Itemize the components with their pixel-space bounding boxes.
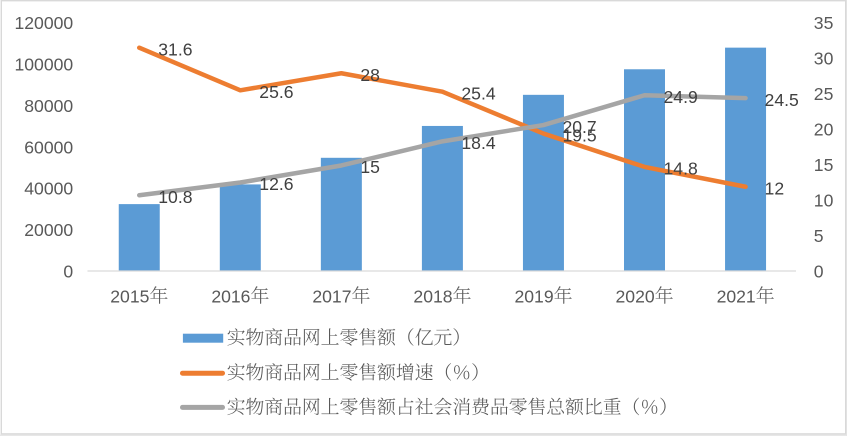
svg-text:15: 15 xyxy=(814,155,834,175)
svg-text:2016: 2016 xyxy=(211,286,250,306)
svg-text:12: 12 xyxy=(765,178,785,198)
svg-text:0: 0 xyxy=(63,261,73,281)
svg-text:2020: 2020 xyxy=(616,286,655,306)
svg-text:2018: 2018 xyxy=(413,286,452,306)
svg-text:18.4: 18.4 xyxy=(461,133,495,153)
svg-text:28: 28 xyxy=(360,65,380,85)
svg-text:80000: 80000 xyxy=(24,96,73,116)
svg-text:10: 10 xyxy=(814,190,834,210)
svg-text:2017: 2017 xyxy=(312,286,351,306)
svg-text:120000: 120000 xyxy=(14,13,73,33)
svg-text:10.8: 10.8 xyxy=(158,187,192,207)
svg-text:0: 0 xyxy=(814,261,824,281)
svg-text:40000: 40000 xyxy=(24,179,73,199)
svg-text:15: 15 xyxy=(360,157,380,177)
svg-text:14.8: 14.8 xyxy=(664,159,698,179)
svg-text:24.9: 24.9 xyxy=(664,87,698,107)
svg-text:35: 35 xyxy=(814,13,834,33)
svg-text:31.6: 31.6 xyxy=(158,39,192,59)
svg-text:25.4: 25.4 xyxy=(461,83,495,103)
svg-text:100000: 100000 xyxy=(14,54,73,74)
svg-text:2019: 2019 xyxy=(514,286,553,306)
svg-text:2015: 2015 xyxy=(110,286,149,306)
svg-text:30: 30 xyxy=(814,49,834,69)
svg-text:20: 20 xyxy=(814,120,834,140)
svg-text:5: 5 xyxy=(814,226,824,246)
svg-text:2021: 2021 xyxy=(717,286,756,306)
svg-text:20000: 20000 xyxy=(24,220,73,240)
svg-text:19.5: 19.5 xyxy=(562,125,596,145)
svg-text:25: 25 xyxy=(814,84,834,104)
svg-text:20.7: 20.7 xyxy=(562,117,596,137)
svg-text:60000: 60000 xyxy=(24,137,73,157)
svg-text:24.5: 24.5 xyxy=(765,90,799,110)
svg-text:25.6: 25.6 xyxy=(259,82,293,102)
svg-text:12.6: 12.6 xyxy=(259,174,293,194)
